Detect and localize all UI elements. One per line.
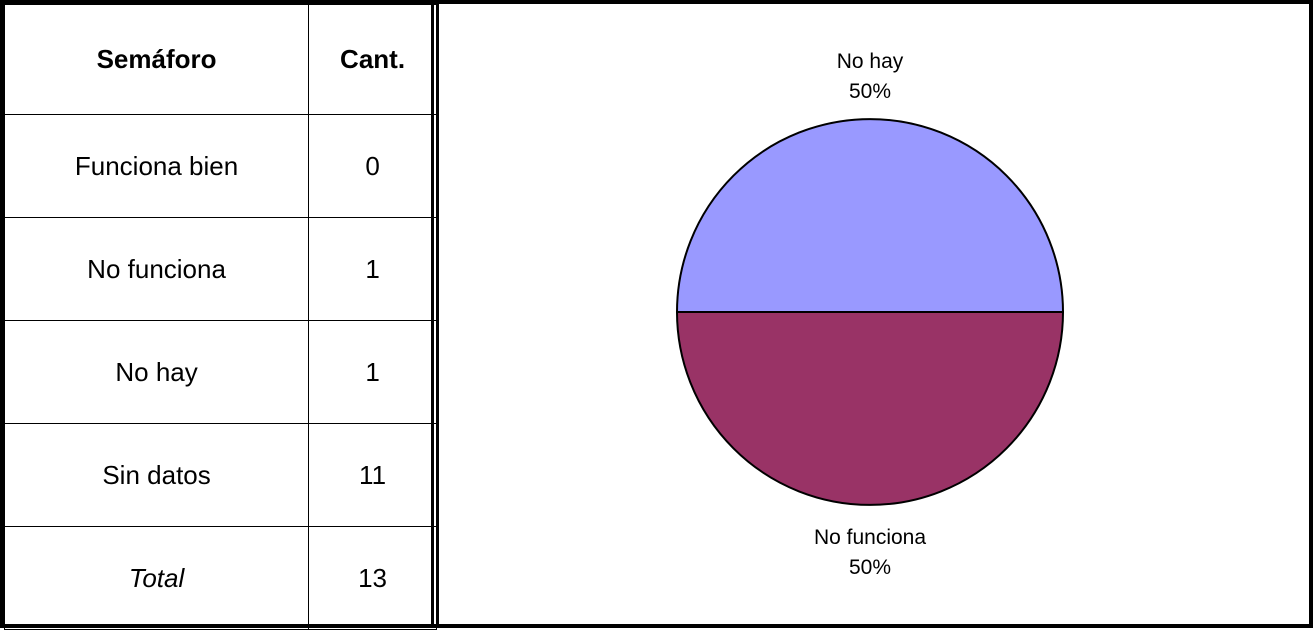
row-value: 1	[309, 321, 437, 424]
divider	[431, 0, 434, 628]
row-label: No funciona	[5, 218, 309, 321]
table-row: No funciona 1	[5, 218, 437, 321]
pie-slice-no-hay	[677, 119, 1063, 312]
row-label: Funciona bien	[5, 115, 309, 218]
total-label: Total	[5, 527, 309, 630]
table-row: Sin datos 11	[5, 424, 437, 527]
row-value: 11	[309, 424, 437, 527]
data-table: Semáforo Cant. Funciona bien 0 No funcio…	[4, 4, 437, 630]
semaforo-table: Semáforo Cant. Funciona bien 0 No funcio…	[0, 0, 437, 628]
pie-slice-no-funciona	[677, 312, 1063, 505]
table-header-row: Semáforo Cant.	[5, 5, 437, 115]
slice-label-percent: 50%	[849, 556, 891, 579]
slice-label-name: No funciona	[814, 526, 926, 549]
pie-chart-panel: No hay 50% No funciona 50%	[439, 0, 1313, 628]
table-total-row: Total 13	[5, 527, 437, 630]
pie-chart: No hay 50% No funciona 50%	[439, 4, 1309, 624]
total-value: 13	[309, 527, 437, 630]
row-label: No hay	[5, 321, 309, 424]
slice-label-name: No hay	[837, 50, 904, 73]
table-row: Funciona bien 0	[5, 115, 437, 218]
header-count: Cant.	[309, 5, 437, 115]
row-value: 1	[309, 218, 437, 321]
row-label: Sin datos	[5, 424, 309, 527]
header-category: Semáforo	[5, 5, 309, 115]
slice-label-percent: 50%	[849, 80, 891, 103]
row-value: 0	[309, 115, 437, 218]
table-row: No hay 1	[5, 321, 437, 424]
